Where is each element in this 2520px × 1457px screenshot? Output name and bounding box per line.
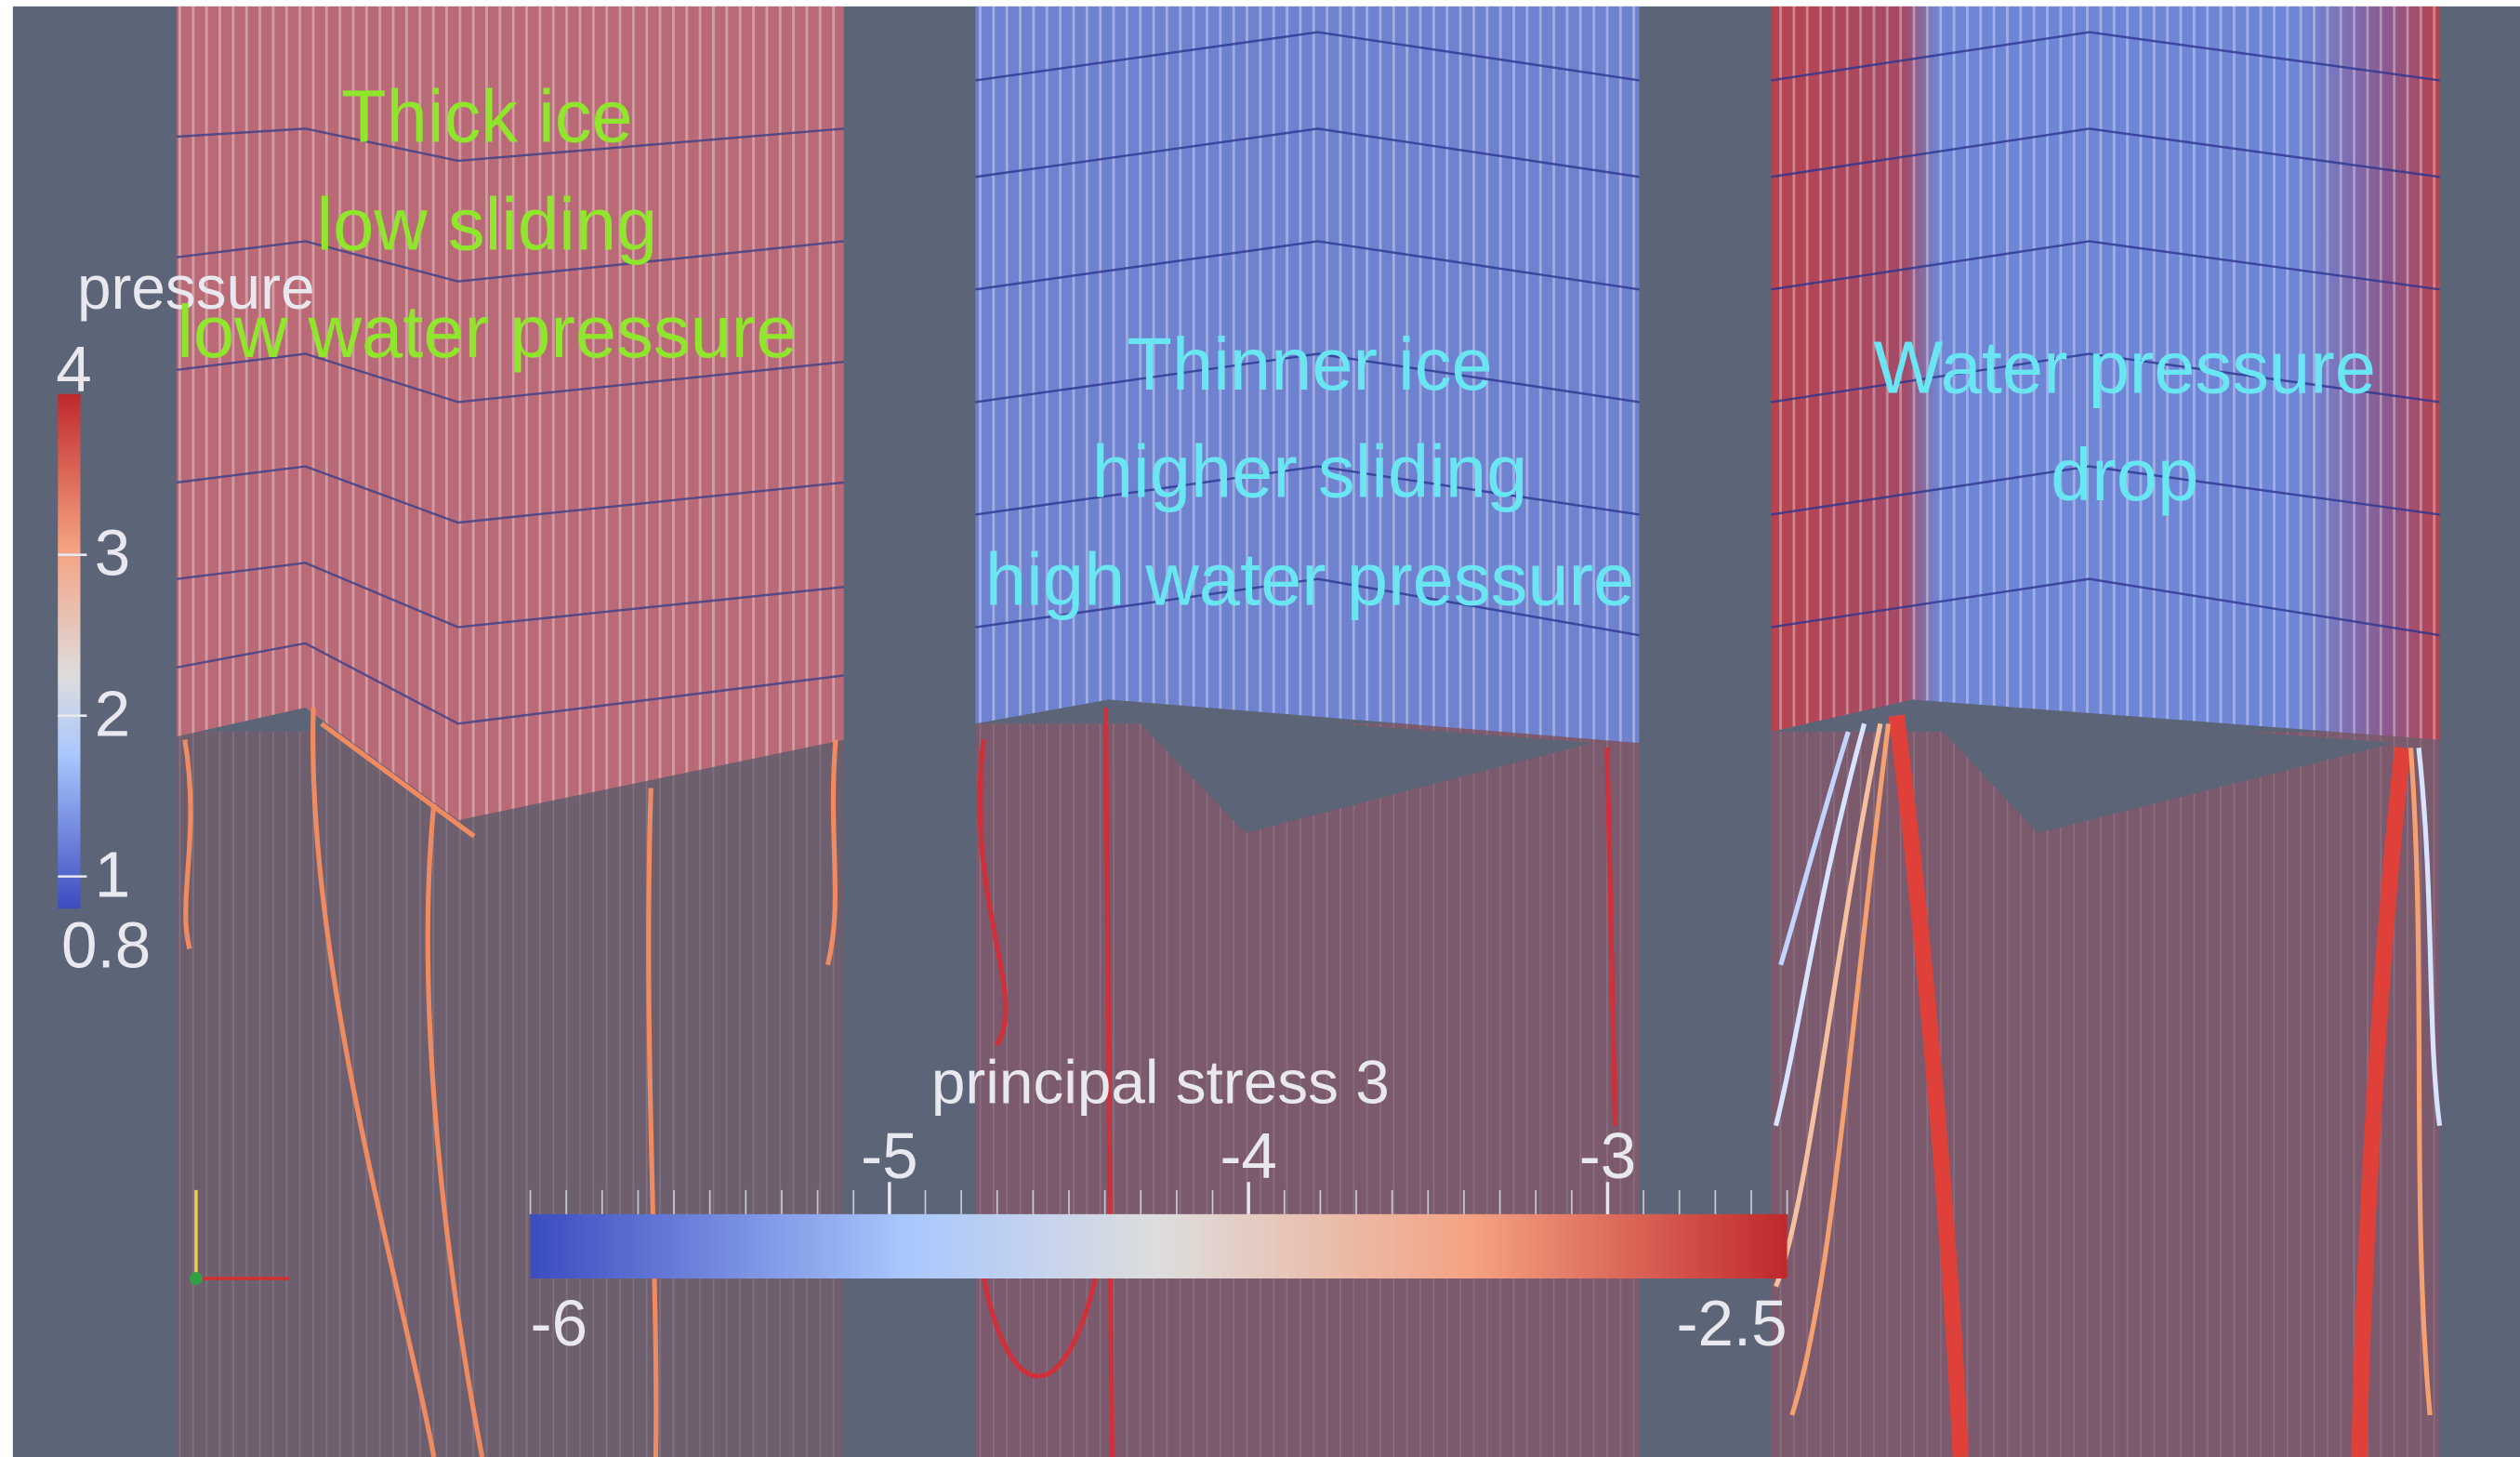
panel-label: Thick ice [341, 74, 633, 157]
panel-2 [975, 6, 1640, 1457]
panel-label: higher sliding [1092, 430, 1528, 513]
tick-label: 2 [95, 677, 130, 749]
panel-label: low sliding [316, 182, 657, 265]
range-label: -6 [531, 1287, 587, 1359]
tick-label: 1 [95, 838, 130, 910]
tick-label: -4 [1220, 1119, 1276, 1192]
axes-triad [190, 1189, 290, 1285]
range-label: -2.5 [1676, 1287, 1787, 1359]
pressure-colorbar [58, 393, 81, 909]
panel-3 [1771, 6, 2443, 1457]
stress-colorbar [530, 1213, 1788, 1279]
tick-label: -3 [1579, 1119, 1636, 1192]
colorbar-title: principal stress 3 [931, 1049, 1390, 1117]
panel-label: drop [2051, 433, 2198, 516]
range-label: 0.8 [61, 908, 151, 981]
panel-label: Thinner ice [1127, 323, 1492, 405]
panel-label: low water pressure [177, 290, 797, 373]
tick-label: 3 [95, 516, 130, 589]
panel-label: high water pressure [985, 538, 1634, 621]
tick-label: -5 [861, 1119, 917, 1192]
panel-1 [176, 6, 844, 1457]
range-label: 4 [56, 333, 91, 405]
colorbar-title: pressure [77, 254, 315, 322]
panel-label: Water pressure [1873, 325, 2376, 408]
